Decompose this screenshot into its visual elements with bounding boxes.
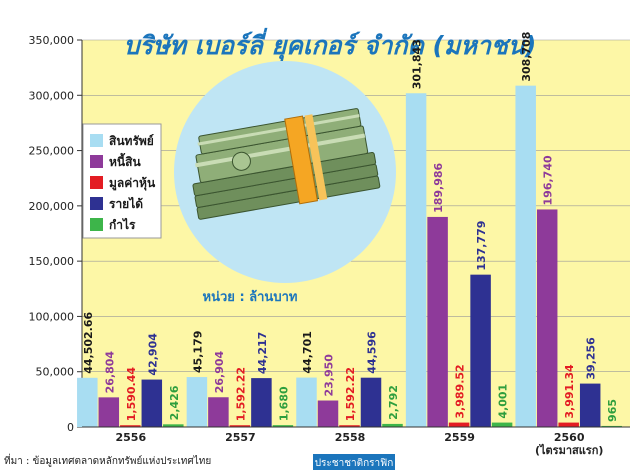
data-label: 44,217 [256, 332, 269, 374]
data-label: 45,179 [191, 331, 204, 373]
bar [558, 422, 579, 427]
data-label: 4,001 [497, 384, 510, 419]
y-tick-label: 300,000 [29, 89, 75, 102]
bar [208, 397, 229, 427]
x-tick-label: 2559 [444, 431, 475, 444]
bar [296, 377, 317, 427]
data-label: 137,779 [475, 221, 488, 271]
bar [339, 425, 360, 427]
y-tick-label: 250,000 [29, 145, 75, 158]
data-label: 3,989.52 [454, 364, 467, 418]
data-label: 3,991.34 [563, 364, 576, 419]
data-label: 23,950 [323, 354, 336, 397]
data-label: 26,904 [213, 350, 226, 393]
bar [229, 425, 251, 427]
data-label: 2,426 [168, 385, 181, 420]
bar [405, 93, 427, 428]
data-label: 42,904 [146, 333, 159, 376]
money-stack-icon [174, 61, 396, 283]
bar [98, 397, 120, 427]
data-label: 44,701 [301, 331, 314, 373]
unit-label: หน่วย : ล้านบาท [203, 289, 298, 305]
legend-swatch [90, 155, 103, 168]
y-tick-label: 100,000 [29, 310, 75, 323]
legend-label: สินทรัพย์ [109, 134, 154, 148]
y-tick-label: 0 [67, 421, 74, 434]
credit-text: ประชาชาติกราฟิก [315, 458, 394, 469]
bar [120, 425, 141, 427]
bar [470, 274, 491, 427]
data-label: 1,592.22 [344, 367, 357, 421]
bars: 44,502.66 26,804 1,590.44 42,904 2,426 45,179… [77, 32, 622, 428]
y-tick-label: 350,000 [29, 34, 75, 47]
x-tick-note: (ไตรมาสแรก) [535, 443, 603, 457]
bar [163, 424, 184, 427]
y-axis: 0 50,000 100,000 150,000 200,000 250,000 300,0… [29, 34, 83, 434]
data-label: 44,502.66 [82, 312, 95, 374]
bar [601, 425, 622, 427]
data-label: 26,804 [103, 351, 116, 394]
bar [186, 377, 208, 427]
bar [382, 423, 403, 427]
credit-badge [313, 454, 395, 470]
legend-swatch [90, 134, 103, 147]
data-label: 44,596 [366, 331, 379, 374]
x-tick-label: 2560 [554, 431, 585, 444]
x-axis: 2556 2557 2558 2559 2560(ไตรมาสแรก) [82, 426, 630, 457]
data-label: 196,740 [542, 155, 555, 205]
source-note: ที่มา : ข้อมูลเทศตลาดหลักทรัพย์แห่งประเท… [4, 453, 211, 467]
bar [536, 209, 558, 427]
y-tick-label: 50,000 [36, 366, 75, 379]
x-tick-label: 2556 [115, 431, 146, 444]
data-label: 308,708 [520, 32, 533, 82]
data-label: 1,680 [277, 386, 290, 421]
data-label: 965 [606, 399, 619, 422]
data-label: 189,986 [432, 162, 445, 212]
x-tick-label: 2558 [335, 431, 366, 444]
bar [427, 216, 448, 427]
legend-label: หนี้สิน [109, 152, 141, 169]
data-label: 1,590.44 [125, 367, 138, 422]
bar [579, 383, 601, 427]
bar [491, 422, 513, 427]
legend-label: รายได้ [109, 196, 143, 211]
y-tick-label: 150,000 [29, 255, 75, 268]
data-label: 301,843 [411, 39, 424, 89]
y-tick-label: 200,000 [29, 200, 75, 213]
data-label: 39,256 [585, 337, 598, 380]
legend-label: กำไร [109, 217, 136, 232]
legend-swatch [90, 176, 103, 189]
data-label: 1,592.22 [234, 367, 247, 421]
bar [448, 422, 470, 427]
legend-swatch [90, 218, 103, 231]
bar [272, 425, 294, 427]
bar [360, 377, 382, 427]
bar [515, 85, 536, 427]
chart-title: บริษัท เบอร์ลี่ ยุคเกอร์ จำกัด (มหาชน) [124, 27, 537, 61]
legend-swatch [90, 197, 103, 210]
x-tick-label: 2557 [225, 431, 256, 444]
bar [141, 379, 163, 427]
data-label: 2,792 [387, 385, 400, 420]
bar [77, 377, 98, 427]
legend-label: มูลค่าหุ้น [109, 176, 156, 191]
bar [317, 400, 339, 427]
bar [251, 378, 272, 427]
